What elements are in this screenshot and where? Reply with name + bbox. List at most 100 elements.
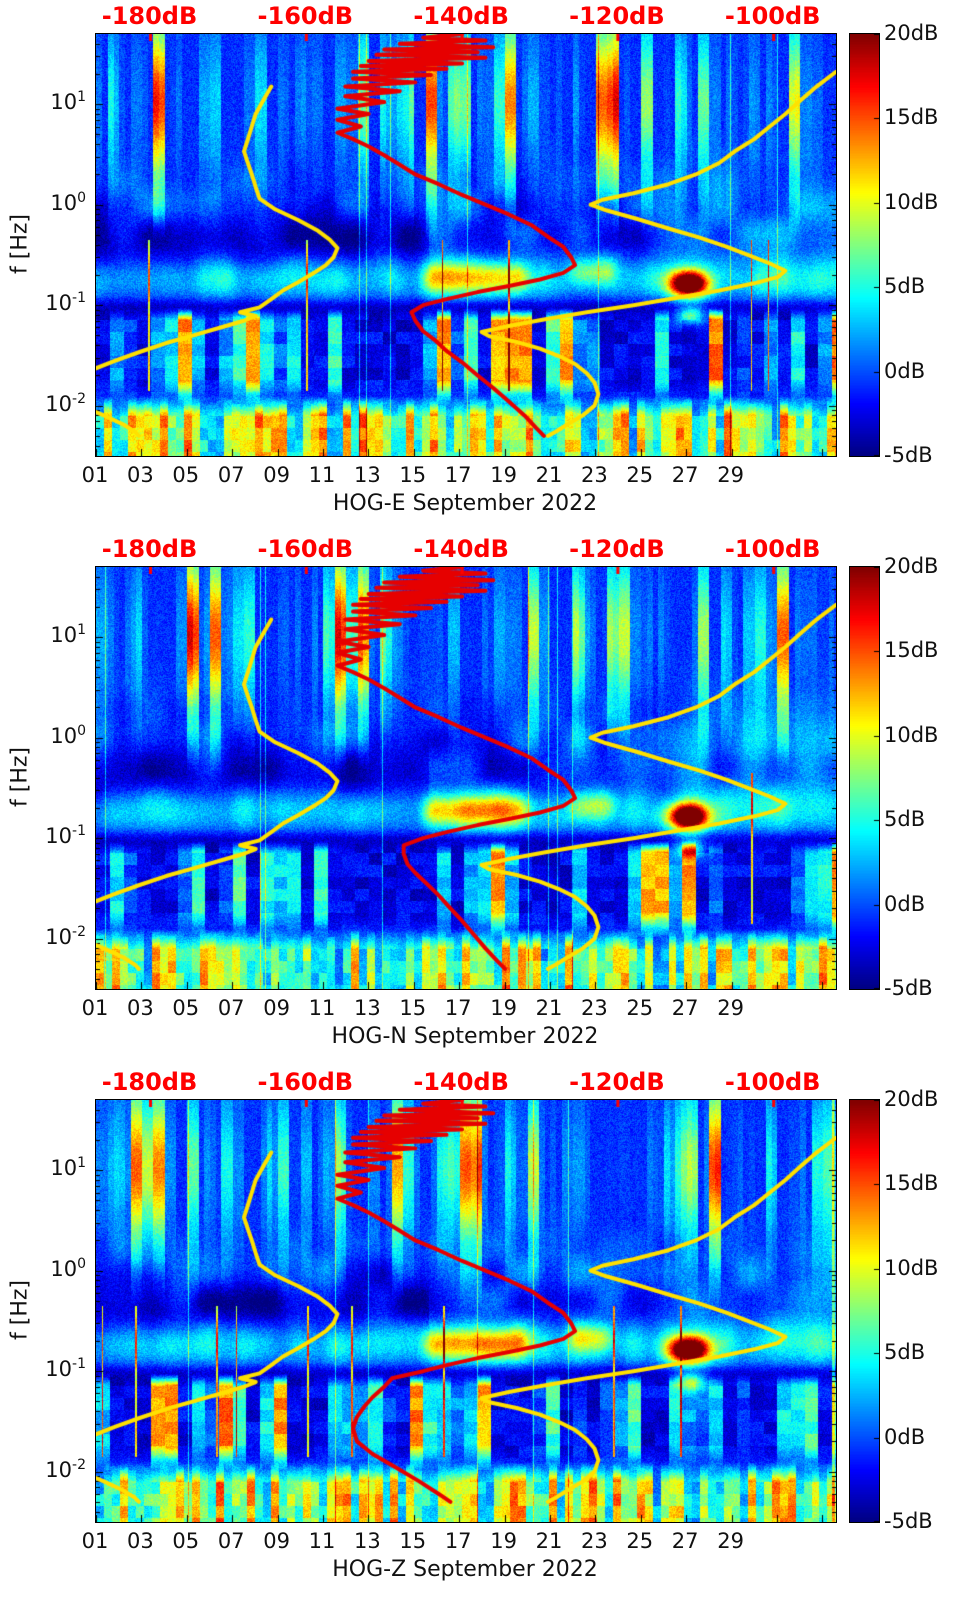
- y-tick-label: 10-1: [0, 1356, 86, 1381]
- y-tick-label: 101: [0, 1155, 86, 1180]
- x-tick-label: 19: [490, 463, 517, 487]
- y-tick-label: 100: [0, 723, 86, 748]
- x-tick-label: 27: [671, 463, 699, 487]
- y-tick-exponent: 0: [77, 189, 86, 206]
- colorbar-tick-label: 15dB: [884, 105, 939, 130]
- x-tick-label: 15: [399, 1529, 427, 1553]
- x-tick-label: 29: [717, 463, 744, 487]
- y-tick-label: 10-2: [0, 391, 86, 416]
- x-tick-label: 25: [626, 996, 654, 1020]
- top-axis-tick-label: -140dB: [413, 1068, 509, 1096]
- x-tick-label: 27: [671, 1529, 699, 1553]
- colorbar-tick-label: 0dB: [884, 1424, 926, 1449]
- y-tick-base: 10: [50, 1256, 78, 1281]
- top-axis-tick-label: -180dB: [101, 1068, 198, 1096]
- x-tick-label: 09: [263, 1529, 290, 1553]
- x-tick-label: 25: [626, 463, 654, 487]
- y-tick-base: 10: [50, 90, 78, 115]
- x-tick-label: 17: [444, 996, 472, 1020]
- top-axis-tick-label: -160dB: [257, 535, 354, 563]
- colorbar-tick-label: 5dB: [884, 274, 926, 299]
- y-tick-base: 10: [45, 1357, 73, 1382]
- x-tick-label: 05: [172, 463, 200, 487]
- y-tick-exponent: -1: [72, 823, 86, 840]
- colorbar-tick-label: 5dB: [884, 1340, 926, 1365]
- y-tick-base: 10: [45, 924, 73, 949]
- x-tick-label: 03: [127, 463, 154, 487]
- x-tick-label: 25: [626, 1529, 654, 1553]
- spectrogram-canvas-hog-n: [96, 567, 836, 989]
- x-tick-label: 13: [354, 1529, 381, 1553]
- top-axis-tick-label: -120dB: [569, 1068, 665, 1096]
- colorbar: [849, 566, 880, 990]
- x-tick-label: 19: [490, 1529, 517, 1553]
- y-tick-label: 10-2: [0, 1457, 86, 1482]
- x-tick-label: 23: [581, 1529, 608, 1553]
- top-axis-tick-label: -180dB: [101, 535, 198, 563]
- colorbar-tick-label: -5dB: [884, 1509, 933, 1533]
- panel-hog-n: -180dB -160dB -140dB -120dB -100dB 101 100 10-1…: [0, 533, 962, 1066]
- x-tick-label: 07: [217, 996, 245, 1020]
- y-tick-label: 101: [0, 89, 86, 114]
- colorbar-tick-label: 15dB: [884, 1171, 939, 1196]
- x-tick-label: 11: [308, 463, 336, 487]
- colorbar-gradient: [850, 567, 879, 989]
- x-tick-label: 23: [581, 463, 608, 487]
- top-axis-tick-label: -160dB: [257, 1068, 354, 1096]
- spectrogram-canvas-hog-e: [96, 34, 836, 456]
- y-tick-base: 10: [50, 623, 78, 648]
- colorbar-tick-label: 10dB: [884, 722, 939, 747]
- x-tick-label: 27: [671, 996, 699, 1020]
- x-tick-label: 07: [217, 463, 245, 487]
- x-axis-title: HOG-Z September 2022: [332, 1557, 598, 1582]
- top-axis-tick-label: -140dB: [413, 535, 509, 563]
- colorbar-tick-label: 20dB: [884, 554, 939, 578]
- y-axis-title: f [Hz]: [7, 747, 33, 807]
- x-tick-label: 29: [717, 1529, 744, 1553]
- y-tick-exponent: -2: [72, 390, 86, 407]
- spectrogram-canvas-hog-z: [96, 1100, 836, 1522]
- y-tick-label: 10-1: [0, 823, 86, 848]
- y-tick-base: 10: [45, 1457, 73, 1482]
- colorbar-gradient: [850, 1100, 879, 1522]
- top-axis-tick-label: -160dB: [257, 2, 354, 30]
- y-tick-exponent: 0: [77, 1255, 86, 1272]
- x-tick-label: 01: [81, 463, 109, 487]
- x-tick-label: 01: [81, 1529, 109, 1553]
- x-tick-label: 29: [717, 996, 744, 1020]
- colorbar-gradient: [850, 34, 879, 456]
- y-axis-title: f [Hz]: [7, 214, 33, 274]
- x-tick-label: 09: [263, 996, 290, 1020]
- y-tick-exponent: -1: [72, 290, 86, 307]
- y-axis-title: f [Hz]: [7, 1280, 33, 1340]
- spectrogram-plot-hog-e: [95, 33, 837, 457]
- colorbar-tick-label: 20dB: [884, 1087, 939, 1111]
- y-tick-label: 10-1: [0, 290, 86, 315]
- y-tick-exponent: 0: [77, 722, 86, 739]
- x-tick-label: 21: [535, 1529, 563, 1553]
- top-axis-tick-label: -120dB: [569, 535, 665, 563]
- top-axis-tick-label: -100dB: [724, 2, 821, 30]
- x-tick-label: 05: [172, 996, 200, 1020]
- x-tick-label: 15: [399, 463, 427, 487]
- colorbar-tick-label: -5dB: [884, 976, 933, 1000]
- y-tick-base: 10: [45, 824, 73, 849]
- x-tick-label: 11: [308, 996, 336, 1020]
- x-tick-label: 07: [217, 1529, 245, 1553]
- x-tick-label: 17: [444, 463, 472, 487]
- y-tick-label: 10-2: [0, 924, 86, 949]
- colorbar-tick-label: 15dB: [884, 638, 939, 663]
- x-tick-label: 17: [444, 1529, 472, 1553]
- x-tick-label: 21: [535, 996, 563, 1020]
- y-tick-exponent: 1: [77, 622, 86, 639]
- colorbar: [849, 33, 880, 457]
- spectrogram-plot-hog-n: [95, 566, 837, 990]
- top-axis-tick-label: -140dB: [413, 2, 509, 30]
- x-tick-label: 03: [127, 996, 154, 1020]
- x-tick-label: 13: [354, 996, 381, 1020]
- y-tick-label: 101: [0, 622, 86, 647]
- colorbar: [849, 1099, 880, 1523]
- x-axis-title: HOG-E September 2022: [332, 491, 598, 516]
- colorbar-tick-label: 20dB: [884, 21, 939, 45]
